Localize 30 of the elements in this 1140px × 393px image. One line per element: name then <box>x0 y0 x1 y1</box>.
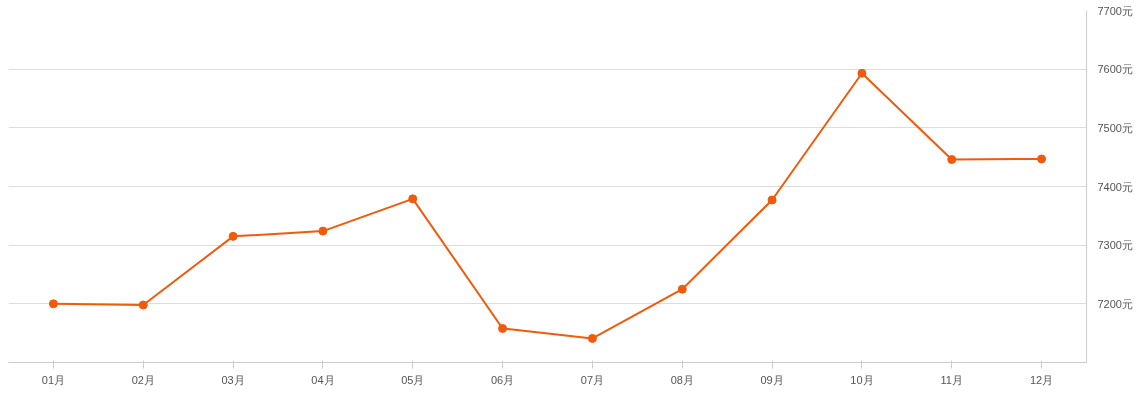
x-tick-label: 07月 <box>580 373 605 386</box>
y-tick-label: 7700元 <box>1097 4 1133 17</box>
x-tick-label: 12月 <box>1029 373 1054 386</box>
point <box>138 300 148 310</box>
x-tick-label: 01月 <box>41 373 66 386</box>
x-tick-label: 10月 <box>850 373 874 386</box>
y-tick-label: 7600元 <box>1097 63 1133 76</box>
x-tick-label: 09月 <box>760 373 784 386</box>
point <box>587 333 597 343</box>
point <box>48 299 58 309</box>
y-tick-label: 7300元 <box>1097 239 1133 252</box>
y-tick-label: 7400元 <box>1097 180 1133 193</box>
x-tick-label: 11月 <box>940 373 963 386</box>
x-tick-label: 04月 <box>311 373 335 386</box>
point <box>408 194 418 204</box>
point <box>677 284 687 294</box>
y-tick-label: 7500元 <box>1097 121 1133 134</box>
x-tick-label: 08月 <box>670 373 694 386</box>
y-tick-label: 7200元 <box>1097 297 1133 310</box>
point <box>947 155 957 165</box>
x-tick-label: 05月 <box>401 373 425 386</box>
point <box>767 195 777 205</box>
point <box>318 226 328 236</box>
point <box>498 323 508 333</box>
x-tick-label: 06月 <box>490 373 515 386</box>
point <box>857 68 867 78</box>
point <box>228 231 238 241</box>
x-tick-label: 02月 <box>131 373 155 386</box>
point <box>1037 154 1047 164</box>
x-tick-label: 03月 <box>221 373 245 386</box>
